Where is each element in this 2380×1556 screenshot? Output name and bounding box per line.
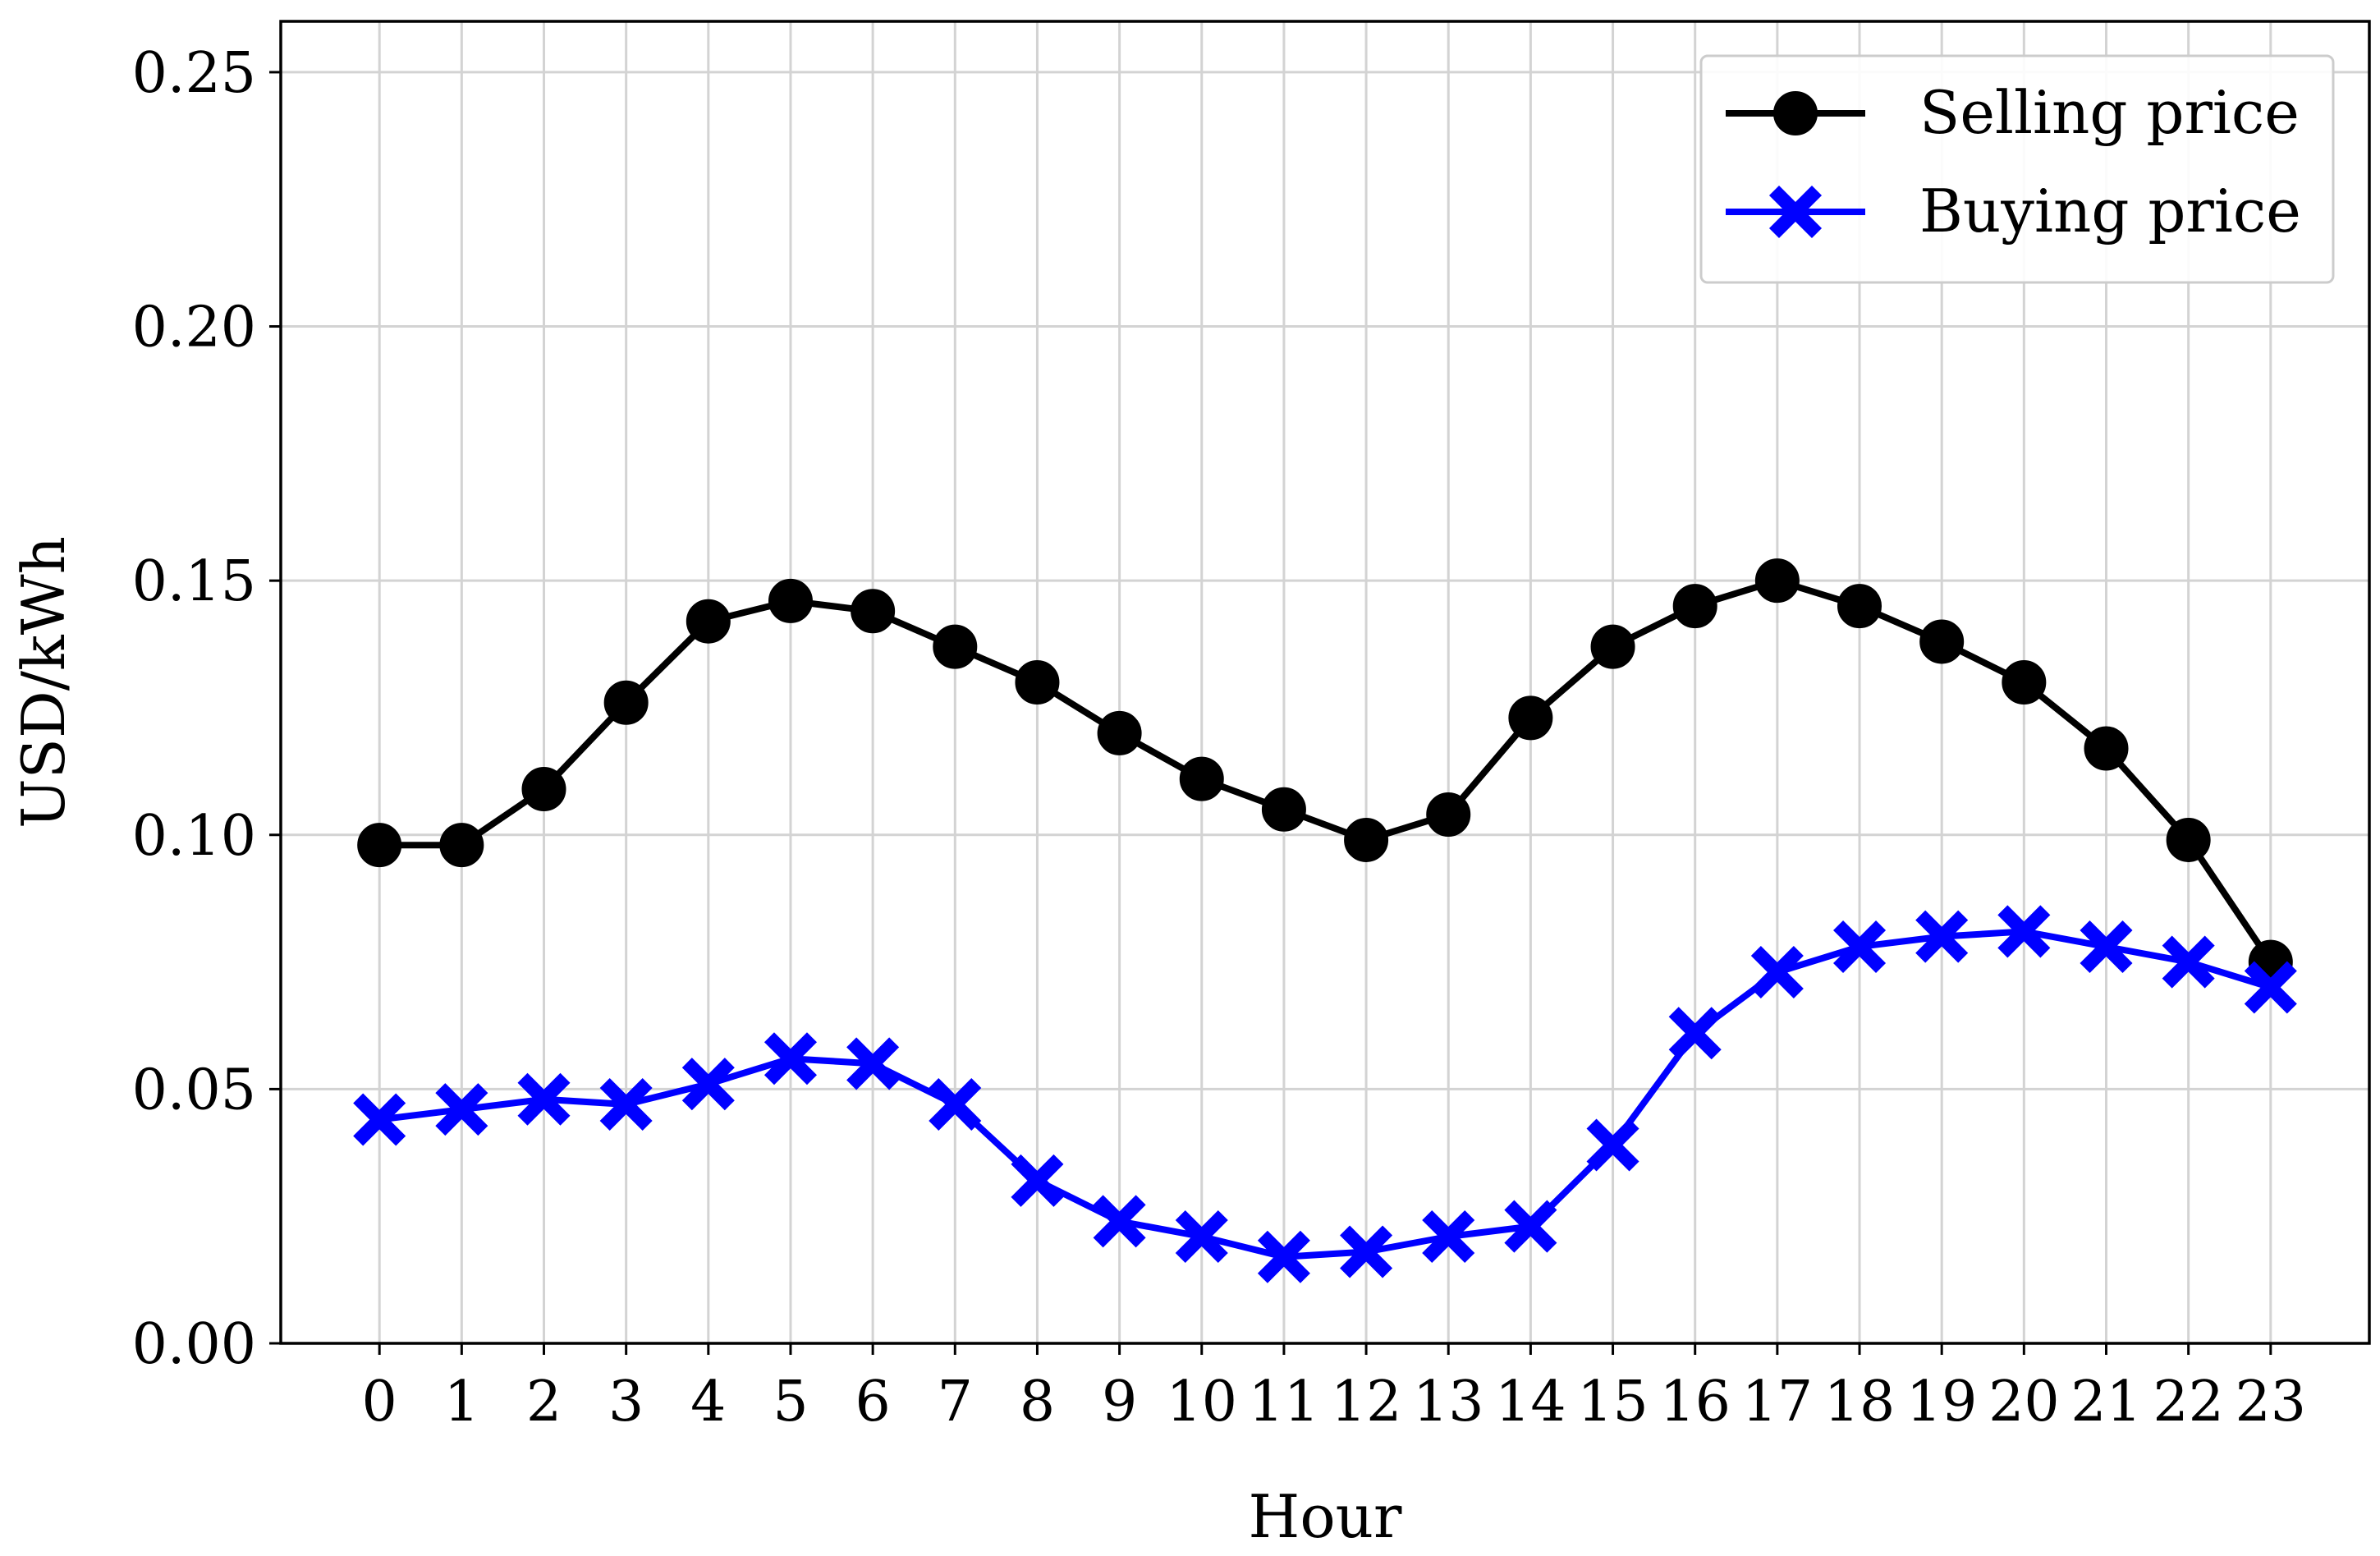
data-point bbox=[1422, 1209, 1475, 1263]
data-point bbox=[521, 767, 566, 812]
data-point bbox=[1915, 910, 1969, 963]
data-point bbox=[603, 680, 649, 725]
data-point bbox=[1508, 695, 1553, 741]
data-point bbox=[599, 1077, 653, 1131]
data-point bbox=[1668, 1007, 1722, 1060]
data-point bbox=[1097, 710, 1142, 755]
data-point bbox=[1257, 1230, 1310, 1283]
x-tick-label: 15 bbox=[1577, 1370, 1649, 1434]
data-point bbox=[1175, 1209, 1228, 1263]
x-tick-label: 14 bbox=[1495, 1370, 1566, 1434]
series-line bbox=[378, 928, 2272, 1260]
y-tick-label: 0.05 bbox=[132, 1058, 256, 1122]
y-tick-label: 0.25 bbox=[132, 41, 256, 106]
data-point bbox=[2080, 920, 2133, 974]
x-tick-label: 6 bbox=[855, 1370, 891, 1434]
x-tick-label: 20 bbox=[1988, 1370, 2060, 1434]
x-tick-label: 22 bbox=[2153, 1370, 2224, 1434]
data-point bbox=[439, 823, 484, 868]
data-point bbox=[435, 1083, 488, 1136]
data-point bbox=[846, 1037, 900, 1090]
data-point bbox=[2002, 660, 2047, 705]
x-tick-label: 18 bbox=[1824, 1370, 1896, 1434]
data-point bbox=[357, 823, 402, 868]
axes: 0 1 2 3 4 5 6 7 8 9 10 11 12 13 14 15 16 17 18 19 20 21 22 230.… bbox=[132, 41, 2306, 1434]
legend-item: Selling price bbox=[1726, 78, 2300, 147]
x-tick-label: 17 bbox=[1742, 1370, 1814, 1434]
data-point bbox=[1586, 1118, 1639, 1172]
data-point bbox=[686, 599, 731, 644]
data-point bbox=[1750, 945, 1804, 998]
x-tick-label: 8 bbox=[1020, 1370, 1055, 1434]
series-line bbox=[379, 577, 2274, 964]
x-tick-label: 10 bbox=[1166, 1370, 1237, 1434]
data-point bbox=[1590, 624, 1635, 669]
data-point bbox=[933, 624, 978, 669]
legend: Selling price Buying price bbox=[1699, 54, 2335, 284]
data-point bbox=[2166, 817, 2211, 862]
x-tick-label: 7 bbox=[938, 1370, 973, 1434]
x-tick-label: 23 bbox=[2236, 1370, 2307, 1434]
data-point bbox=[1504, 1200, 1557, 1253]
data-point bbox=[1754, 558, 1800, 604]
x-tick-label: 19 bbox=[1906, 1370, 1978, 1434]
legend-label: Buying price bbox=[1919, 177, 2301, 246]
legend-marker bbox=[1768, 185, 1823, 239]
series-buying-price bbox=[353, 905, 2297, 1283]
x-tick-label: 16 bbox=[1659, 1370, 1731, 1434]
x-tick-label: 21 bbox=[2070, 1370, 2142, 1434]
x-tick-label: 2 bbox=[526, 1370, 562, 1434]
legend-marker bbox=[1773, 91, 1818, 135]
data-point bbox=[1426, 792, 1471, 837]
plot-frame bbox=[279, 20, 2371, 1345]
data-point bbox=[1011, 1154, 1064, 1207]
data-point bbox=[353, 1093, 406, 1146]
x-axis-label: Hour bbox=[1249, 1482, 1403, 1551]
data-point bbox=[1832, 920, 1887, 974]
data-point bbox=[764, 1032, 817, 1086]
x-tick-label: 11 bbox=[1249, 1370, 1320, 1434]
data-point bbox=[851, 589, 896, 634]
x-tick-label: 13 bbox=[1413, 1370, 1484, 1434]
legend-item: Buying price bbox=[1726, 177, 2301, 246]
data-point bbox=[1344, 817, 1389, 862]
x-tick-label: 12 bbox=[1331, 1370, 1402, 1434]
x-tick-label: 9 bbox=[1102, 1370, 1137, 1434]
data-point bbox=[768, 578, 813, 623]
data-point bbox=[1837, 584, 1882, 629]
data-point bbox=[1093, 1195, 1146, 1248]
series-selling-price bbox=[357, 558, 2293, 985]
y-tick-label: 0.20 bbox=[132, 296, 256, 360]
y-tick-label: 0.00 bbox=[132, 1312, 256, 1377]
data-point bbox=[1015, 660, 1060, 705]
data-point bbox=[1340, 1225, 1393, 1278]
data-point bbox=[1261, 787, 1306, 832]
x-tick-label: 5 bbox=[773, 1370, 808, 1434]
data-point bbox=[681, 1058, 735, 1111]
data-point bbox=[1997, 905, 2051, 958]
data-point bbox=[2084, 726, 2129, 771]
legend-label: Selling price bbox=[1919, 78, 2300, 147]
series-layer bbox=[353, 558, 2297, 1283]
y-axis-label: USD/kWh bbox=[9, 536, 78, 828]
data-point bbox=[517, 1072, 571, 1126]
x-tick-label: 0 bbox=[362, 1370, 397, 1434]
x-tick-label: 4 bbox=[690, 1370, 726, 1434]
data-point bbox=[1179, 756, 1224, 801]
data-point bbox=[2162, 935, 2215, 989]
data-point bbox=[2244, 961, 2297, 1014]
data-point bbox=[1919, 619, 1965, 664]
y-tick-label: 0.15 bbox=[132, 549, 256, 614]
x-tick-label: 3 bbox=[608, 1370, 644, 1434]
x-tick-label: 1 bbox=[444, 1370, 479, 1434]
y-tick-label: 0.10 bbox=[132, 804, 256, 869]
data-point bbox=[1672, 584, 1717, 629]
data-point bbox=[929, 1077, 982, 1131]
